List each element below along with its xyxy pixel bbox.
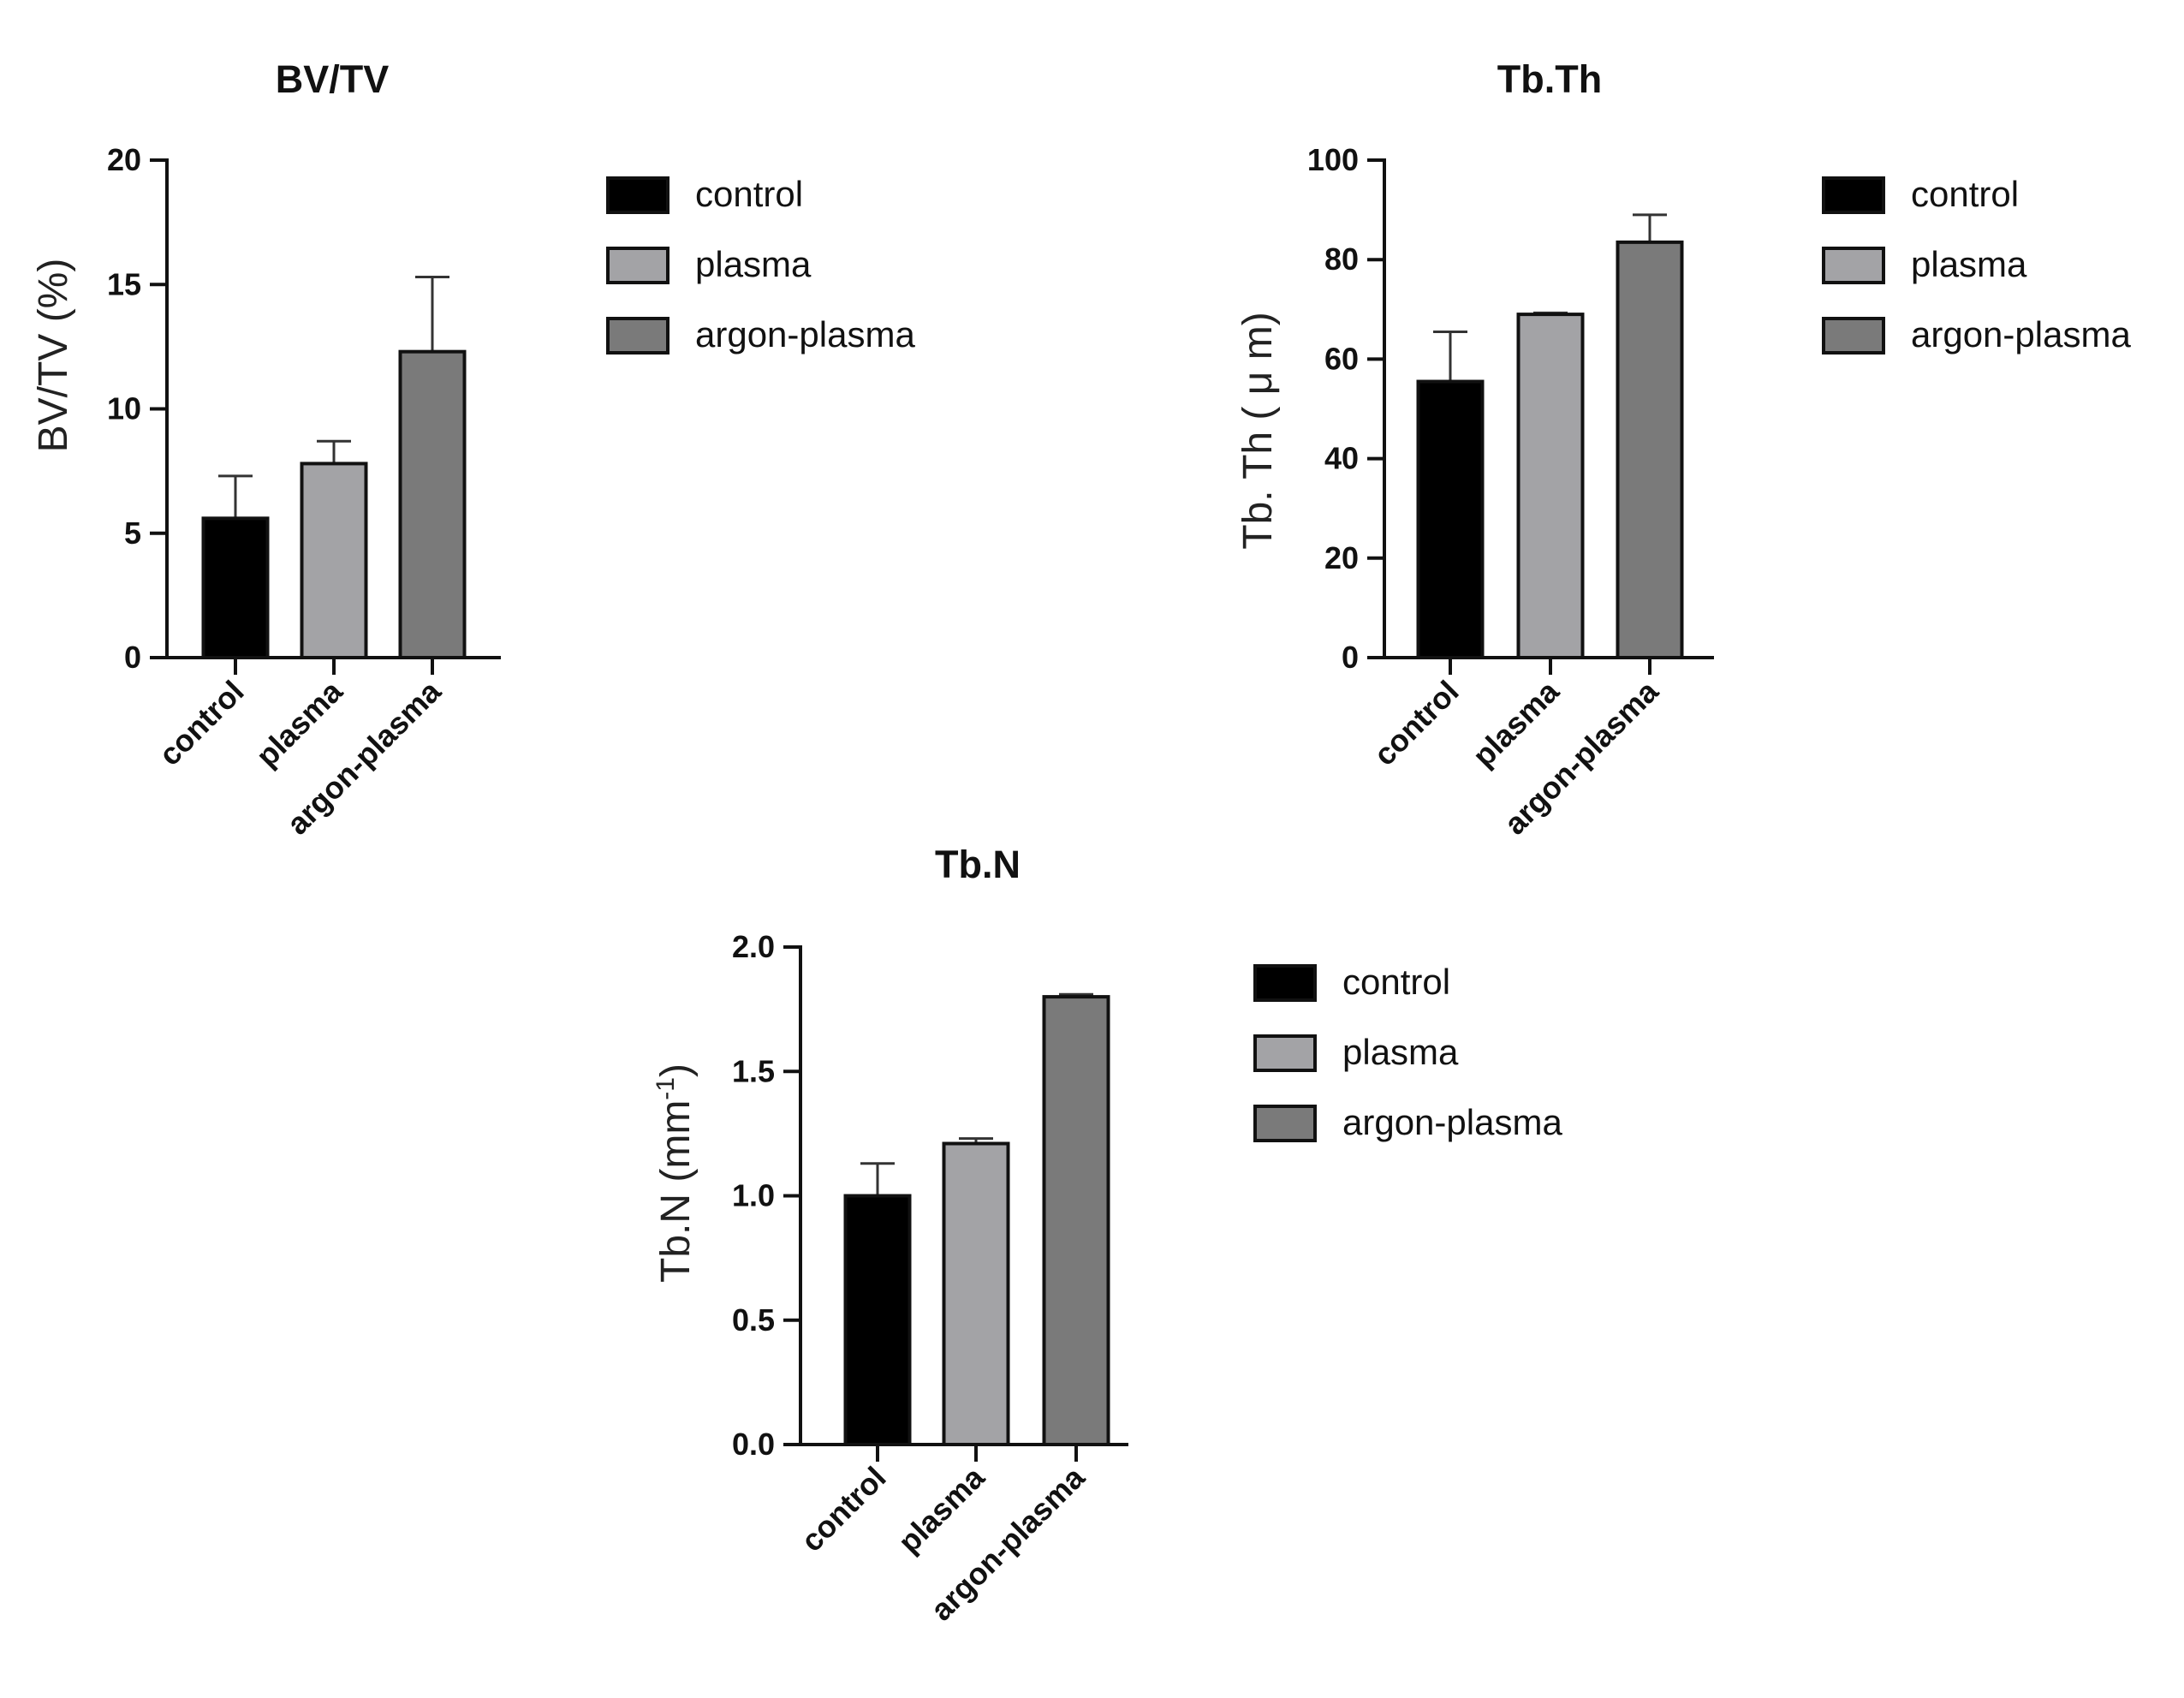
- legend-label: plasma: [1911, 244, 2027, 284]
- bar-control: [1416, 379, 1485, 659]
- y-tick-label: 100: [1307, 142, 1359, 177]
- bar-plasma: [300, 462, 368, 659]
- legend-swatch: [606, 247, 669, 284]
- chart-3: Tb.NTb.N (mm-1)0.00.51.01.52.0controlpla…: [652, 843, 1562, 1628]
- bar-plasma: [1516, 313, 1585, 659]
- legend-label: control: [1911, 174, 2019, 214]
- x-tick-label: plasma: [891, 1459, 991, 1559]
- chart-title: Tb.N: [935, 843, 1021, 886]
- y-tick-label: 15: [107, 266, 141, 301]
- legend-swatch: [1253, 964, 1317, 1002]
- y-axis-label: Tb.N (mm-1): [652, 1063, 699, 1283]
- y-axis-label-text: Tb. Th ( μ m): [1235, 312, 1281, 549]
- y-axis-label-superscript: -1: [652, 1077, 680, 1100]
- y-tick-label: 10: [107, 391, 141, 426]
- legend-label: argon-plasma: [1342, 1102, 1562, 1142]
- bar-argon-plasma: [1616, 240, 1684, 659]
- x-tick-label: control: [794, 1460, 892, 1558]
- x-tick-label: plasma: [1466, 673, 1566, 773]
- y-tick-label: 20: [107, 142, 141, 177]
- y-tick-label: 80: [1324, 241, 1359, 277]
- y-tick-label: 40: [1324, 441, 1359, 476]
- bar-argon-plasma: [398, 349, 467, 659]
- bar-argon-plasma: [1042, 995, 1110, 1446]
- bar-plasma: [942, 1141, 1010, 1446]
- y-tick-label: 0: [1342, 640, 1359, 675]
- legend-swatch: [1253, 1034, 1317, 1072]
- legend-swatch: [1253, 1105, 1317, 1142]
- y-tick-label: 1.0: [732, 1178, 775, 1213]
- x-tick-label: control: [1366, 674, 1465, 772]
- y-tick-label: 0: [124, 640, 141, 675]
- bar-control: [843, 1194, 912, 1446]
- bar-control: [201, 516, 270, 659]
- legend-label: plasma: [1342, 1032, 1459, 1072]
- y-tick-label: 0.0: [732, 1427, 775, 1462]
- legend-swatch: [1822, 247, 1885, 284]
- legend-label: control: [695, 174, 803, 214]
- legend-label: argon-plasma: [1911, 314, 2131, 354]
- legend-swatch: [606, 317, 669, 354]
- legend-label: control: [1342, 962, 1450, 1002]
- chart-title: Tb.Th: [1497, 57, 1602, 101]
- chart-title: BV/TV: [276, 57, 390, 101]
- y-axis-label-text: BV/TV (%): [31, 259, 76, 453]
- y-tick-label: 0.5: [732, 1302, 775, 1338]
- y-axis-label-close: ): [653, 1063, 699, 1077]
- y-axis-label: BV/TV (%): [31, 259, 76, 453]
- y-tick-label: 1.5: [732, 1053, 775, 1088]
- x-tick-label: control: [152, 674, 250, 772]
- legend-swatch: [606, 176, 669, 214]
- y-tick-label: 60: [1324, 341, 1359, 376]
- legend-label: argon-plasma: [695, 314, 915, 354]
- y-tick-label: 2.0: [732, 929, 775, 964]
- y-tick-label: 5: [124, 515, 141, 551]
- y-axis-label: Tb. Th ( μ m): [1235, 312, 1281, 549]
- y-tick-label: 20: [1324, 540, 1359, 575]
- y-axis-label-text: Tb.N (mm: [653, 1100, 699, 1283]
- x-tick-label: plasma: [249, 673, 349, 773]
- legend-swatch: [1822, 176, 1885, 214]
- legend-label: plasma: [695, 244, 812, 284]
- legend-swatch: [1822, 317, 1885, 354]
